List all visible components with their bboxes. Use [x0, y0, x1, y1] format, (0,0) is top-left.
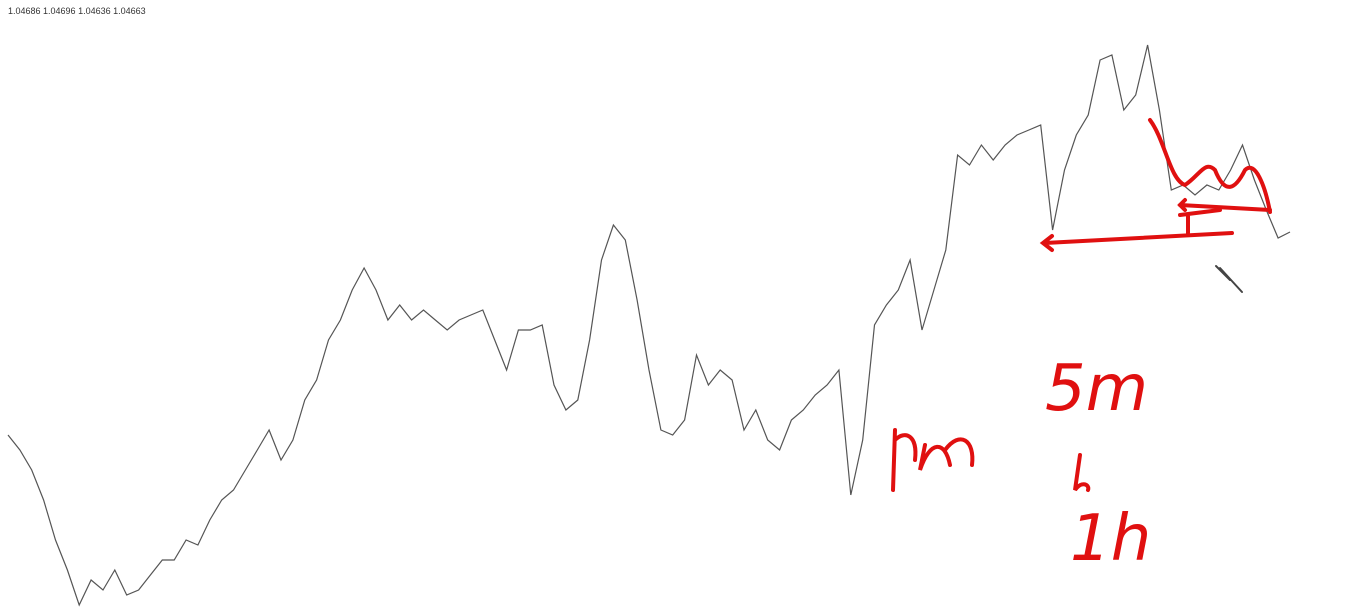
ohlc-label: 1.04686 1.04696 1.04636 1.04663: [8, 6, 146, 16]
annotation: 1h: [1070, 502, 1151, 576]
hand-drawing: [891, 118, 1272, 492]
annotation: 5m: [1045, 352, 1148, 426]
price-line: [7, 44, 1291, 607]
